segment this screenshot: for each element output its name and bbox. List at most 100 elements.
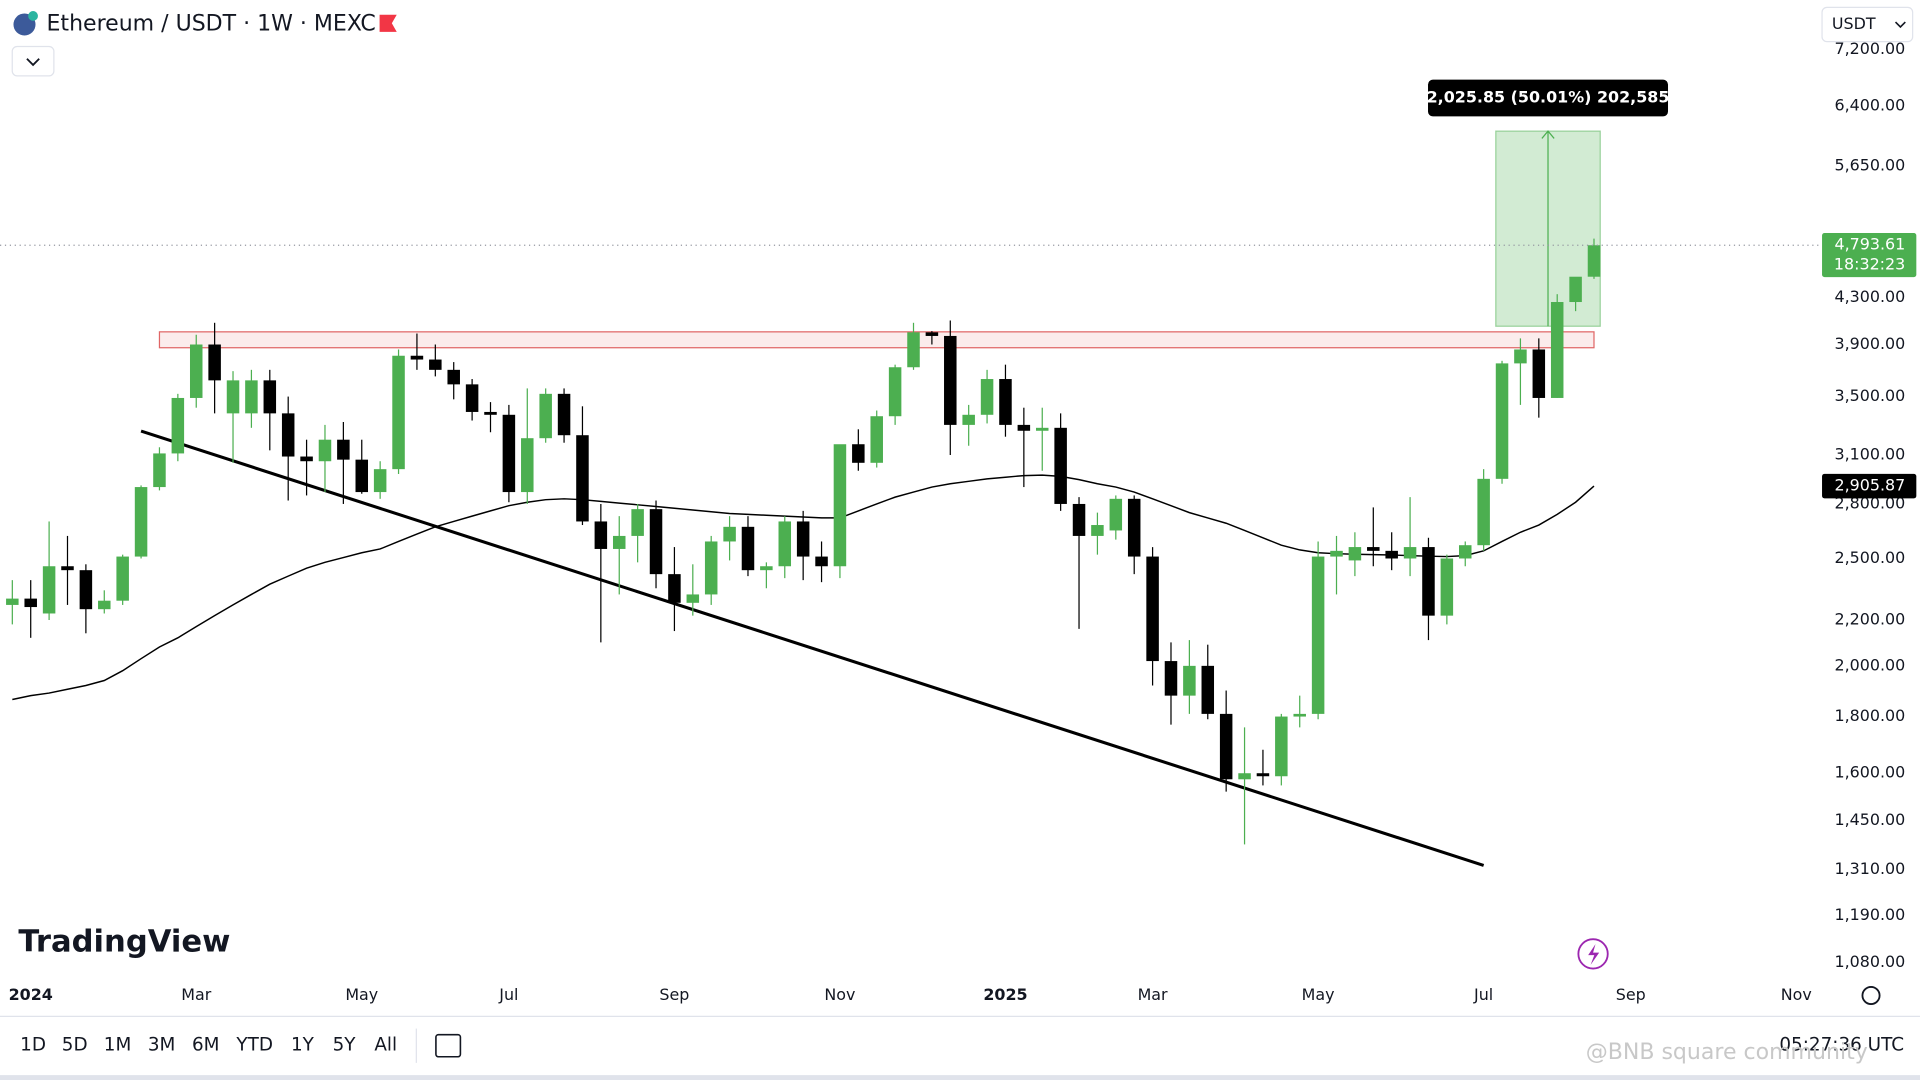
candle-body (612, 535, 626, 549)
range-button[interactable]: 3M (148, 1035, 176, 1056)
range-button[interactable]: 5Y (333, 1035, 357, 1056)
clock: 05:27:36 UTC (1779, 1035, 1904, 1056)
candle-body (1146, 556, 1159, 662)
y-tick-label: 2,200.00 (1834, 609, 1905, 628)
candle-body (318, 439, 332, 462)
candle-body (704, 541, 718, 595)
ma-tag (1822, 473, 1917, 499)
tradingview-logo: TradingView (18, 924, 230, 959)
candle-body (1458, 545, 1472, 559)
candle-body (1311, 556, 1325, 714)
candle-body (723, 526, 736, 542)
y-tick-label: 6,400.00 (1834, 96, 1905, 115)
y-tick-label: 3,100.00 (1834, 444, 1905, 463)
candle-body (1514, 349, 1527, 364)
range-button[interactable]: All (374, 1035, 397, 1056)
candle-body (6, 598, 19, 605)
y-tick-label: 1,310.00 (1834, 859, 1905, 878)
candle-body (1330, 550, 1343, 557)
y-tick-label: 5,650.00 (1834, 156, 1905, 175)
candle-body (576, 435, 589, 522)
candle-body (833, 444, 847, 567)
date-range-button[interactable] (435, 1033, 462, 1058)
candle-body (1017, 424, 1031, 431)
x-tick-label: Mar (1138, 985, 1168, 1004)
range-button[interactable]: 5D (62, 1035, 88, 1056)
resistance-zone (158, 331, 1595, 349)
candle-body (594, 521, 608, 549)
candle-body (189, 344, 203, 398)
x-tick-label: Sep (659, 985, 689, 1004)
settings-button[interactable] (1861, 986, 1881, 1005)
candle-body (631, 509, 644, 536)
candle-body (1495, 363, 1509, 479)
candle-body (153, 453, 166, 488)
candle-body (741, 526, 755, 571)
range-button[interactable]: YTD (235, 1035, 273, 1056)
symbol-title: Ethereum / USDT · 1W · MEXC (47, 11, 376, 36)
candle-body (300, 456, 313, 462)
lightning-button[interactable] (1577, 938, 1609, 970)
candle-body (999, 379, 1012, 425)
last-price-tag (1822, 232, 1917, 278)
ma-label: 2,905.87 (1834, 476, 1905, 495)
candle-body (98, 600, 111, 610)
y-tick-label: 1,800.00 (1834, 706, 1905, 725)
candle-body (1035, 427, 1049, 431)
candle-body (1201, 665, 1215, 714)
candle-body (668, 574, 681, 603)
y-tick-label: 2,000.00 (1834, 655, 1905, 674)
watermark: @BNB square community (1586, 1040, 1868, 1065)
range-button[interactable]: 1D (20, 1035, 46, 1056)
candle-body (944, 335, 957, 425)
range-button[interactable]: 6M (192, 1035, 220, 1056)
x-tick-label: Jul (1473, 985, 1493, 1004)
chevron (1894, 21, 1906, 29)
toolbar: 1D 5D 1M 3M 6M YTD 1Y 5Y All (20, 1035, 397, 1056)
candle-body (1091, 525, 1104, 536)
candle-body (171, 397, 185, 454)
currency-button[interactable] (1821, 6, 1914, 43)
x-tick-label: Nov (1781, 985, 1812, 1004)
candle-body (373, 469, 387, 493)
candle-body (1164, 661, 1178, 696)
plot: 1,080.00 1,190.00 1,310.00 1,450.00 1,600.00… (0, 38, 1917, 1005)
lightning-icon (1588, 944, 1600, 965)
candle-body (1403, 547, 1417, 559)
candle-body (484, 411, 497, 415)
range-button[interactable]: 1Y (291, 1035, 315, 1056)
candle-body (263, 380, 277, 414)
candle-body (116, 556, 129, 601)
collapse-button[interactable] (11, 45, 55, 77)
candle-body (1127, 498, 1141, 557)
candle-body (852, 444, 865, 463)
candle-body (1569, 276, 1582, 303)
candle-body (410, 355, 424, 360)
candle-body (392, 355, 405, 470)
candle-body (1054, 427, 1067, 504)
x-tick-label: Sep (1616, 985, 1646, 1004)
candle-body (281, 413, 295, 457)
exchange-icon (28, 11, 38, 21)
y-tick-label: 4,300.00 (1834, 287, 1905, 306)
candle-body (1550, 302, 1564, 398)
x-tick-label: 2024 (9, 985, 53, 1004)
candle-body (1587, 245, 1601, 277)
candle-body (1367, 547, 1380, 551)
candle-body (79, 570, 93, 610)
candle-body (1256, 773, 1270, 777)
chevron (26, 58, 40, 67)
y-tick-label: 1,080.00 (1834, 952, 1905, 971)
y-tick-label: 1,450.00 (1834, 810, 1905, 829)
measure-label: 2,025.85 (50.01%) 202,585 (1427, 88, 1670, 107)
x-tick-label: May (1302, 985, 1335, 1004)
y-tick-label: 2,500.00 (1834, 548, 1905, 567)
range-button[interactable]: 1M (104, 1035, 132, 1056)
candle-body (1219, 713, 1233, 780)
y-tick-label: 3,500.00 (1834, 386, 1905, 405)
x-tick-label: Nov (824, 985, 855, 1004)
x-tick-label: Jul (498, 985, 518, 1004)
candle-body (1275, 716, 1288, 777)
candle-body (925, 332, 939, 336)
